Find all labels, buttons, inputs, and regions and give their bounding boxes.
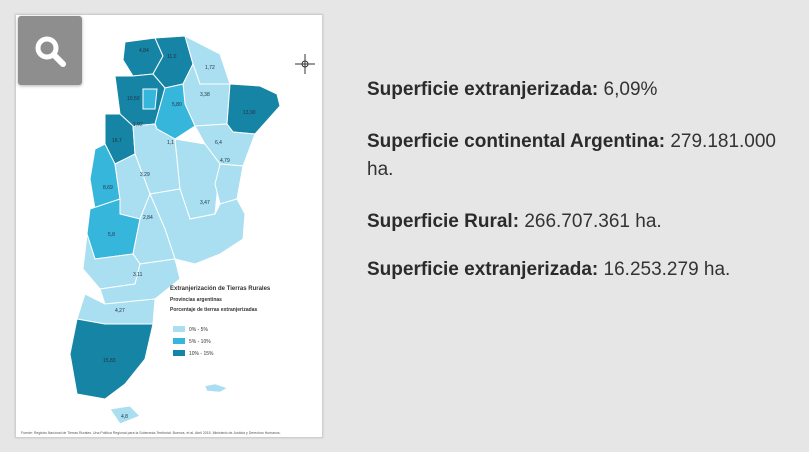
legend-label-low: 0% - 5% [189,327,208,333]
map-label: 3,47 [200,200,210,206]
map-label: 3,29 [140,172,150,178]
argentina-map: 4,84 11,0 1,72 3,38 10,50 5,80 13,90 1,9… [15,14,323,438]
map-label: 13,90 [243,110,256,116]
map-label: 10,50 [127,96,140,102]
map-source: Fuente: Registro Nacional de Tierras Rur… [21,431,281,435]
legend-swatch-mid [173,338,185,344]
map-label: 11,0 [167,54,177,60]
map-subtitle: Provincias argentinas [170,297,222,303]
province-tierra-del-fuego [109,405,141,425]
compass-rose-icon [295,54,315,74]
map-label: 2,84 [143,215,153,221]
map-label: 15,83 [103,358,116,364]
magnifier-icon [35,36,66,67]
stat-continental-surface: Superficie continental Argentina: 279.18… [367,131,777,180]
stat-foreign-surface: Superficie extranjerizada: 16.253.279 ha… [367,259,731,280]
map-label: 4,84 [139,48,149,54]
map-label: 1,1 [167,140,174,146]
map-label: 1,92 [133,122,143,128]
legend-swatch-low [173,326,185,332]
stat-foreign-percentage: Superficie extranjerizada: 6,09% [367,79,658,100]
legend-label-high: 10% - 15% [189,351,214,357]
stat-rural-surface: Superficie Rural: 266.707.361 ha. [367,211,662,232]
map-label: 4,79 [220,158,230,164]
legend-swatch-high [173,350,185,356]
map-label: 16,7 [112,138,122,144]
map-title: Extranjerización de Tierras Rurales [170,286,271,292]
map-label: 4,8 [121,414,128,420]
province-santa-cruz [69,318,154,400]
zoom-button[interactable] [18,16,82,85]
map-label: 6,4 [215,140,222,146]
province-tucuman [142,88,158,110]
islas-malvinas [204,383,228,393]
map-label: 3,38 [200,92,210,98]
argentina-map-image: 4,84 11,0 1,72 3,38 10,50 5,80 13,90 1,9… [15,14,323,438]
map-label: 5,8 [108,232,115,238]
map-label: 1,72 [205,65,215,71]
map-subtitle2: Porcentaje de tierras extranjerizadas [170,307,257,313]
map-label: 3,11 [133,272,143,278]
map-label: 8,69 [103,185,113,191]
map-label: 4,27 [115,308,125,314]
legend-label-mid: 5% - 10% [189,339,211,345]
map-label: 5,80 [172,102,182,108]
